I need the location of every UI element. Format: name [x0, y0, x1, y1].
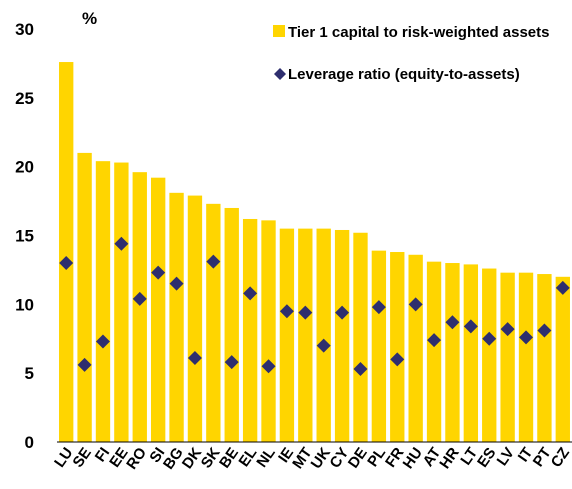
marker-cy — [335, 305, 350, 320]
marker-dk — [187, 351, 202, 366]
y-tick-label: 10 — [15, 295, 34, 314]
legend-swatch-bar — [273, 25, 285, 37]
bar-nl — [261, 220, 276, 442]
bar-es — [482, 268, 497, 442]
bar-it — [518, 272, 534, 442]
bar-at — [426, 261, 442, 442]
bar-cz — [555, 276, 570, 442]
marker-at — [427, 333, 442, 348]
bar-ro — [132, 172, 147, 443]
bar-ie — [279, 228, 295, 442]
y-tick-label: 0 — [25, 433, 34, 452]
marker-fi — [95, 334, 110, 349]
marker-ro — [132, 291, 147, 306]
bar-mt — [298, 228, 313, 442]
bar-be — [224, 207, 239, 442]
y-tick-label: 25 — [15, 89, 34, 108]
y-unit-label: % — [82, 9, 97, 28]
x-tick-label: CZ — [548, 445, 572, 471]
x-tick-label: NL — [253, 445, 278, 471]
bar-lv — [500, 272, 515, 442]
x-tick-label: RO — [123, 444, 150, 472]
marker-ie — [279, 304, 294, 319]
bar-fr — [390, 252, 405, 442]
x-tick-label: LV — [494, 445, 518, 470]
y-tick-label: 30 — [15, 20, 34, 39]
marker-be — [224, 355, 239, 370]
marker-es — [482, 331, 497, 346]
marker-pt — [537, 323, 552, 338]
y-tick-label: 5 — [25, 364, 34, 383]
bar-si — [150, 177, 166, 442]
bar-pl — [371, 250, 387, 442]
marker-sk — [206, 254, 221, 269]
bar-pt — [537, 274, 552, 442]
y-tick-label: 15 — [15, 227, 34, 246]
bar-bg — [169, 192, 184, 442]
bar-uk — [316, 228, 331, 442]
marker-nl — [261, 359, 276, 374]
marker-hu — [408, 297, 423, 312]
marker-el — [243, 286, 258, 301]
marker-se — [77, 357, 92, 372]
marker-si — [151, 265, 166, 280]
bar-de — [353, 232, 368, 442]
legend-label-bar: Tier 1 capital to risk-weighted assets — [288, 24, 550, 41]
marker-hr — [445, 315, 460, 330]
marker-ee — [114, 236, 129, 251]
bar-cy — [334, 229, 350, 442]
bar-se — [77, 152, 92, 442]
marker-pl — [371, 300, 386, 315]
x-tick-label: LT — [457, 445, 481, 469]
marker-fr — [390, 352, 405, 367]
bar-el — [242, 218, 258, 442]
legend-label-marker: Leverage ratio (equity-to-assets) — [288, 66, 520, 83]
marker-de — [353, 362, 368, 377]
legend-swatch-marker — [274, 68, 286, 80]
marker-lv — [500, 322, 515, 337]
bar-lt — [463, 264, 479, 442]
marker-bg — [169, 276, 184, 291]
marker-mt — [298, 305, 313, 320]
bar-sk — [206, 203, 221, 442]
bar-ee — [114, 162, 129, 443]
bar-dk — [187, 195, 203, 442]
marker-lu — [59, 256, 74, 271]
x-axis: LUSEFIEEROSIBGDKSKBEELNLIEMTUKCYDEPLFRHU… — [51, 441, 572, 473]
marker-cz — [555, 280, 570, 295]
marker-it — [519, 330, 534, 345]
bar-hu — [408, 254, 423, 442]
y-tick-label: 20 — [15, 158, 34, 177]
plot-area — [59, 62, 570, 443]
bar-fi — [95, 161, 111, 442]
x-tick-label: SE — [69, 445, 94, 471]
bar-lu — [59, 62, 74, 442]
marker-lt — [463, 319, 478, 334]
y-axis: 0 5 10 15 20 25 30 — [15, 20, 34, 452]
legend: Tier 1 capital to risk-weighted assets L… — [273, 24, 550, 83]
marker-uk — [316, 338, 331, 353]
bar-hr — [445, 263, 460, 442]
